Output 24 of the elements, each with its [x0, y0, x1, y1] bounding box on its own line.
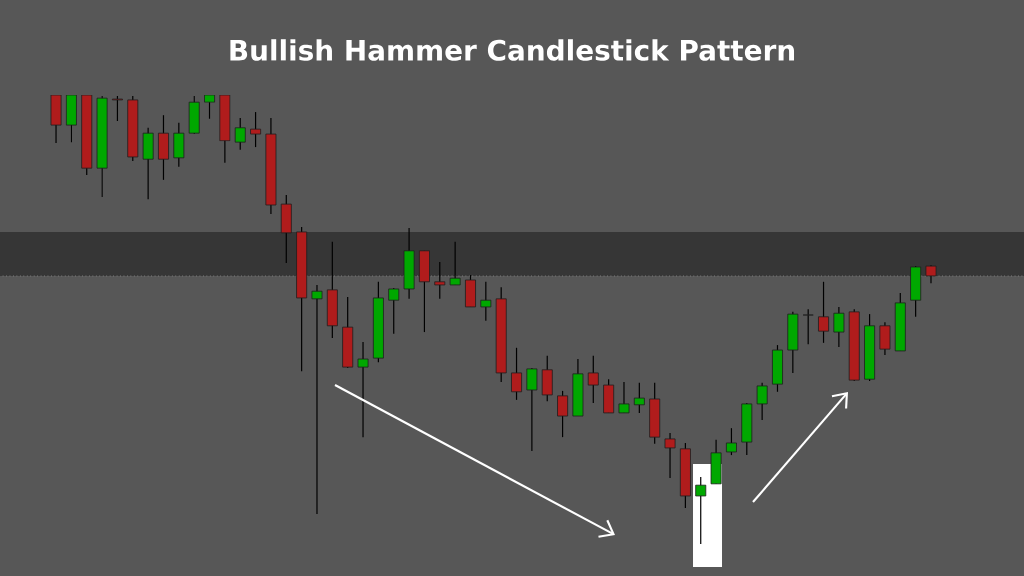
chart-title: Bullish Hammer Candlestick Pattern	[230, 39, 795, 61]
candlestick	[833, 306, 845, 348]
candlestick	[434, 261, 446, 300]
candlestick	[664, 432, 676, 479]
candlestick	[388, 287, 400, 335]
candlestick	[111, 95, 123, 122]
candlestick	[557, 390, 569, 438]
candlestick	[480, 281, 492, 322]
candlestick	[818, 281, 829, 344]
candlestick	[449, 241, 461, 286]
candlestick	[756, 382, 768, 421]
candlestick	[511, 347, 522, 401]
candlestick	[234, 117, 246, 151]
candlestick	[587, 355, 599, 404]
candlestick	[633, 382, 645, 414]
candlestick	[802, 308, 814, 345]
candlestick	[526, 367, 538, 452]
candlestick	[250, 111, 262, 148]
candlestick	[618, 381, 630, 414]
candlestick	[357, 341, 369, 438]
candlestick	[725, 427, 737, 456]
candlestick	[311, 284, 323, 515]
candlestick	[879, 321, 891, 356]
candlestick	[695, 476, 707, 545]
